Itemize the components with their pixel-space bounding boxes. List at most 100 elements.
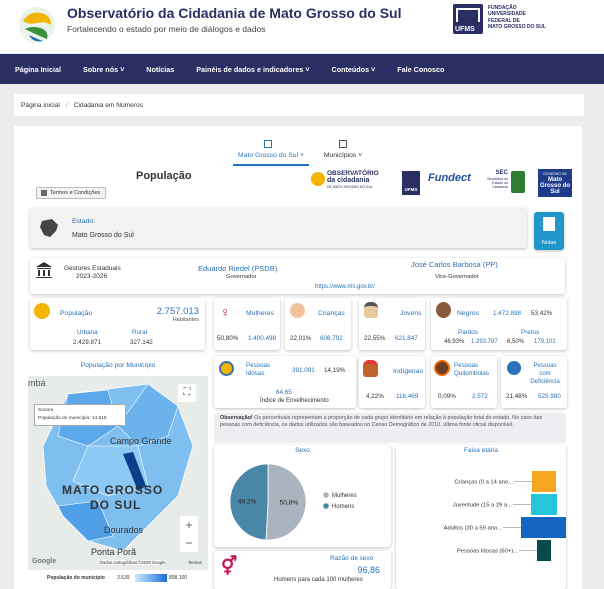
- child-icon: [290, 303, 305, 318]
- legend-max: 898.100: [169, 575, 188, 581]
- partner-sec: SEC: [495, 170, 508, 176]
- nav-paineis[interactable]: Painéis de dados e indicadores ˅: [196, 64, 310, 74]
- state-map-icon: [40, 219, 58, 237]
- zoom-out-button[interactable]: −: [185, 536, 193, 550]
- nav-noticias[interactable]: Notícias: [146, 64, 175, 74]
- tab-municipios[interactable]: Municípios ˅: [319, 140, 367, 166]
- pie-label-homens: 49,2%: [238, 498, 257, 505]
- deficiencia-label: Pessoas com Deficiência: [530, 363, 560, 385]
- dashboard-panel: Mato Grosso do Sul ˅ Municípios ˅ Popula…: [14, 126, 582, 589]
- breadcrumb-separator: /: [65, 101, 68, 109]
- ufms-arch-icon: [456, 8, 480, 22]
- gestores-card: Gestores Estaduais 2023-2026 Eduardo Rie…: [30, 258, 565, 294]
- notes-icon: [543, 217, 555, 231]
- quilombola-icon: [434, 360, 450, 376]
- notas-button[interactable]: Notas: [534, 212, 564, 250]
- partner-sec-sub: Secretaria do Estado da Cidadania: [487, 177, 508, 189]
- faixa-etaria-chart: Crianças (0 a 14 ano... Juventude (15 a 2…: [444, 471, 566, 561]
- ms-flag-icon: [511, 171, 525, 193]
- mulheres-value: 1.400.498: [248, 335, 277, 342]
- page-title: População: [136, 170, 192, 182]
- fullscreen-button[interactable]: ⛶: [178, 384, 196, 402]
- observatorio-small-logo-icon: [311, 172, 325, 186]
- populacao-label: População: [60, 310, 93, 317]
- breadcrumb-home[interactable]: Página inicial: [21, 101, 60, 109]
- state-tab-icon: [264, 140, 272, 148]
- nav-pagina-inicial[interactable]: Página Inicial: [15, 64, 61, 74]
- terms-button[interactable]: Termos e Condições: [36, 187, 106, 199]
- ufms-logo-label: UFMS: [455, 26, 475, 33]
- black-person-icon: [436, 302, 451, 318]
- observacao-label: Observação!: [220, 415, 253, 421]
- tab-municipios-label: Municípios: [323, 152, 357, 159]
- razao-label: Razão de sexo: [330, 555, 374, 562]
- faixa-chart-title: Faixa etária: [464, 447, 498, 454]
- pardos-value: 1.293.797: [471, 339, 498, 345]
- map-attribution: Dados cartográficos ©2025 Google: [100, 560, 166, 565]
- gender-symbol-icon: ⚥: [221, 556, 238, 576]
- legend-label-homens: Homens: [332, 504, 354, 510]
- age-bar-3[interactable]: [537, 540, 551, 561]
- gestores-period: 2023-2026: [76, 273, 108, 280]
- zoom-in-button[interactable]: +: [185, 518, 193, 532]
- criancas-value: 606.792: [320, 335, 343, 342]
- elderly-icon: [219, 361, 234, 376]
- deficiencia-value: 525.980: [538, 393, 561, 400]
- map-terms-link[interactable]: Termos: [188, 560, 202, 565]
- age-label-2: Adultos (30 a 59 ano...: [444, 526, 503, 532]
- pie-slice-mulheres[interactable]: [265, 463, 307, 541]
- age-bar-0[interactable]: [532, 471, 556, 492]
- breadcrumb-current: Cidadania em Números: [73, 101, 143, 109]
- map-label-state-1: MATO GROSSO: [62, 483, 164, 497]
- jovens-label: Jovens: [400, 310, 422, 317]
- notas-label: Notas: [541, 240, 557, 246]
- tab-state-label: Mato Grosso do Sul: [238, 152, 299, 159]
- criancas-card: Crianças 22,01% 606.792: [285, 298, 351, 350]
- populacao-total: 2.757.013: [156, 306, 199, 317]
- main-nav: Página Inicial Sobre nós ˅ Notícias Pain…: [0, 54, 604, 84]
- negros-value: 1.472.898: [493, 310, 522, 317]
- indigenous-person-icon: [363, 360, 378, 377]
- legend-label-mulheres: Mulheres: [332, 493, 357, 499]
- negros-label: Negros: [457, 310, 479, 317]
- deficiencia-pct: 21,48%: [506, 393, 528, 400]
- governor-role: Governador: [226, 274, 257, 280]
- legend-min: 3.539: [117, 575, 130, 581]
- razao-desc: Homens para cada 100 mulheres: [274, 577, 363, 583]
- quilombolas-value: 2.572: [472, 393, 488, 400]
- governor-name: Eduardo Riedel (PSDB): [198, 264, 278, 273]
- age-bar-1[interactable]: [531, 494, 557, 515]
- pretos-label: Pretos: [521, 329, 540, 336]
- map-label-ponta-pora: Ponta Porã: [91, 547, 137, 557]
- idosas-card: Pessoas Idosas 391.091 14,19% 64,65 Índic…: [214, 356, 356, 408]
- nav-conteudos[interactable]: Conteúdos ˅: [331, 64, 376, 74]
- pretos-value: 179.101: [534, 339, 556, 345]
- nav-fale-conosco[interactable]: Fale Conosco: [397, 64, 445, 74]
- vice-role: Vice-Governador: [435, 274, 479, 280]
- negros-card: Negros 1.472.898 53,42% Pardos 46,93% 1.…: [431, 298, 567, 350]
- observatorio-logo-icon[interactable]: [17, 5, 57, 45]
- jovens-pct: 22,55%: [364, 335, 386, 342]
- indigenas-pct: 4,22%: [366, 393, 384, 400]
- sexo-chart-title: Sexo: [295, 447, 310, 454]
- map-view[interactable]: mbá Sonora População do município: 14.51…: [28, 376, 208, 570]
- map-title: População por Município: [80, 362, 156, 369]
- urbana-label: Urbana: [77, 329, 98, 336]
- quilombolas-card: Pessoas Quilombolas 0,09% 2.572: [431, 356, 497, 408]
- rural-value: 327.142: [130, 339, 153, 346]
- criancas-pct: 22,01%: [290, 335, 312, 342]
- tab-state[interactable]: Mato Grosso do Sul ˅: [233, 140, 309, 166]
- deficiencia-card: Pessoas com Deficiência 21,48% 525.980: [501, 356, 567, 408]
- negros-pct: 53,42%: [531, 310, 553, 317]
- idosas-label: Pessoas Idosas: [246, 362, 271, 377]
- population-icon: [34, 303, 50, 319]
- pie-slice-homens[interactable]: [229, 463, 269, 541]
- breadcrumb: Página inicial / Cidadania em Números: [14, 94, 584, 116]
- quilombolas-pct: 0,09%: [438, 393, 456, 400]
- map-label-dourados: Dourados: [104, 525, 144, 535]
- zoom-controls: + −: [180, 516, 198, 552]
- nav-sobre-nos[interactable]: Sobre nós ˅: [82, 64, 125, 74]
- government-site-link[interactable]: https://www.ms.gov.br/: [315, 284, 375, 290]
- age-bar-2[interactable]: [521, 517, 566, 538]
- estado-card: Estado: Mato Grosso do Sul: [30, 208, 527, 248]
